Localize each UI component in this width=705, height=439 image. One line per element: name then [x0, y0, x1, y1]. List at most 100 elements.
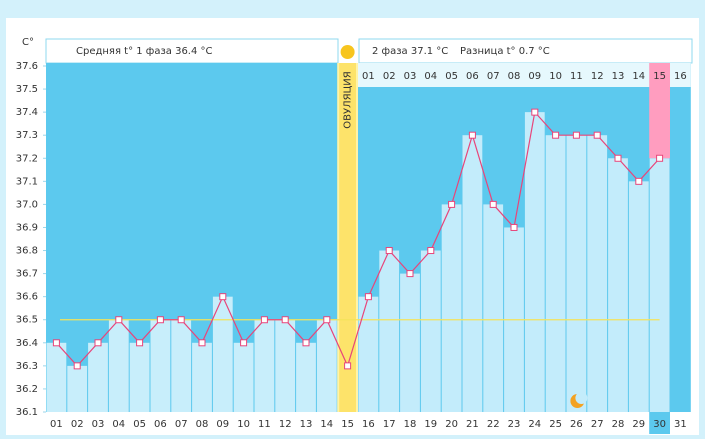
temperature-point — [115, 316, 123, 324]
phase2-day-label: 13 — [612, 71, 625, 82]
y-tick-label: 37.2 — [16, 153, 38, 164]
temperature-bar — [275, 319, 296, 412]
phase2-day-label: 12 — [591, 71, 604, 82]
temperature-point — [156, 316, 164, 324]
x-tick-label: 18 — [404, 419, 417, 430]
phase2-day-label: 03 — [404, 71, 417, 82]
temperature-bar — [88, 342, 108, 412]
y-label: C° — [22, 37, 34, 48]
x-tick-label: 04 — [112, 419, 125, 430]
x-tick-label: 03 — [92, 419, 105, 430]
temperature-point — [52, 339, 60, 347]
temperature-bar — [254, 319, 275, 412]
temperature-bar — [150, 319, 171, 412]
moon-cut — [575, 392, 588, 404]
x-tick-label: 08 — [196, 419, 209, 430]
x-tick-label: 19 — [424, 419, 437, 430]
y-tick-label: 37.5 — [16, 84, 38, 95]
temperature-point — [240, 339, 248, 347]
ovulation-label: ОВУЛЯЦИЯ — [343, 71, 354, 129]
temperature-bar — [212, 296, 233, 412]
temperature-bar — [483, 204, 504, 412]
temperature-bar — [587, 135, 608, 412]
phase2-day-label: 09 — [528, 71, 541, 82]
phase2-text: 2 фаза 37.1 °C — [372, 46, 448, 57]
x-tick-label: 31 — [674, 419, 687, 430]
temperature-point — [593, 131, 601, 139]
x-tick-label: 25 — [549, 419, 562, 430]
temperature-point — [302, 339, 310, 347]
temperature-point — [198, 339, 206, 347]
temperature-point — [468, 131, 476, 139]
temperature-bar — [379, 250, 400, 412]
temperature-bar — [462, 135, 483, 412]
x-tick-label: 01 — [50, 419, 63, 430]
x-tick-label: 28 — [612, 419, 625, 430]
x-tick-label: 23 — [508, 419, 521, 430]
x-tick-label: 21 — [466, 419, 479, 430]
x-tick-label: 26 — [570, 419, 583, 430]
sun-icon — [340, 45, 355, 59]
phase2-day-label: 11 — [570, 71, 583, 82]
temperature-point — [635, 177, 643, 185]
y-tick-label: 37.6 — [16, 61, 38, 72]
phase2-day-label: 16 — [674, 71, 687, 82]
ovulation-stripe — [339, 63, 356, 412]
temperature-point — [448, 200, 456, 208]
temperature-point — [489, 200, 497, 208]
temperature-point — [614, 154, 622, 162]
today-bottom-cell — [649, 412, 670, 434]
phase2-day-label: 05 — [445, 71, 458, 82]
temperature-point — [344, 362, 352, 370]
temperature-point — [656, 154, 664, 162]
temperature-bar — [233, 342, 254, 412]
temperature-bar — [545, 135, 566, 412]
temperature-bar — [46, 342, 67, 412]
temperature-bar — [524, 112, 545, 412]
phase2-day-label: 15 — [653, 71, 666, 82]
y-tick-label: 37.0 — [16, 199, 38, 210]
x-tick-label: 22 — [487, 419, 500, 430]
x-tick-label: 14 — [320, 419, 333, 430]
x-tick-label: 29 — [632, 419, 645, 430]
temperature-bar — [67, 365, 88, 412]
phase1-header — [45, 38, 339, 64]
x-tick-label: 02 — [71, 419, 84, 430]
temperature-bar — [566, 135, 587, 412]
phase2-header — [358, 38, 693, 64]
temperature-point — [572, 131, 580, 139]
temperature-bar — [358, 296, 379, 412]
temperature-point — [510, 223, 518, 231]
temperature-point — [531, 108, 539, 116]
temperature-bar — [420, 250, 441, 412]
x-tick-label: 07 — [175, 419, 188, 430]
phase2-day-label: 02 — [383, 71, 396, 82]
y-tick-label: 36.1 — [16, 407, 38, 418]
y-tick-label: 37.1 — [16, 176, 38, 187]
temperature-point — [281, 316, 289, 324]
temperature-point — [364, 293, 372, 301]
temperature-bar — [400, 273, 420, 412]
temperature-point — [552, 131, 560, 139]
y-tick-label: 37.4 — [16, 107, 38, 118]
today-top-cell — [649, 63, 670, 87]
y-tick-label: 36.4 — [16, 338, 38, 349]
temperature-point — [73, 362, 81, 370]
temperature-point — [177, 316, 185, 324]
x-tick-label: 27 — [591, 419, 604, 430]
temperature-point — [427, 247, 435, 255]
phase1-text: Средняя t° 1 фаза 36.4 °C — [76, 46, 213, 57]
y-tick-label: 36.6 — [16, 292, 38, 303]
phase2-day-strip — [358, 63, 691, 87]
temperature-point — [136, 339, 144, 347]
temperature-bar — [608, 158, 628, 412]
phase2-day-label: 08 — [508, 71, 521, 82]
y-tick-label: 36.2 — [16, 384, 38, 395]
phase2-day-label: 06 — [466, 71, 479, 82]
x-tick-label: 17 — [383, 419, 396, 430]
today-highlight — [649, 87, 670, 159]
temperature-point — [323, 316, 331, 324]
phase2-day-label: 01 — [362, 71, 375, 82]
x-tick-label: 20 — [445, 419, 458, 430]
phase2-day-label: 07 — [487, 71, 500, 82]
